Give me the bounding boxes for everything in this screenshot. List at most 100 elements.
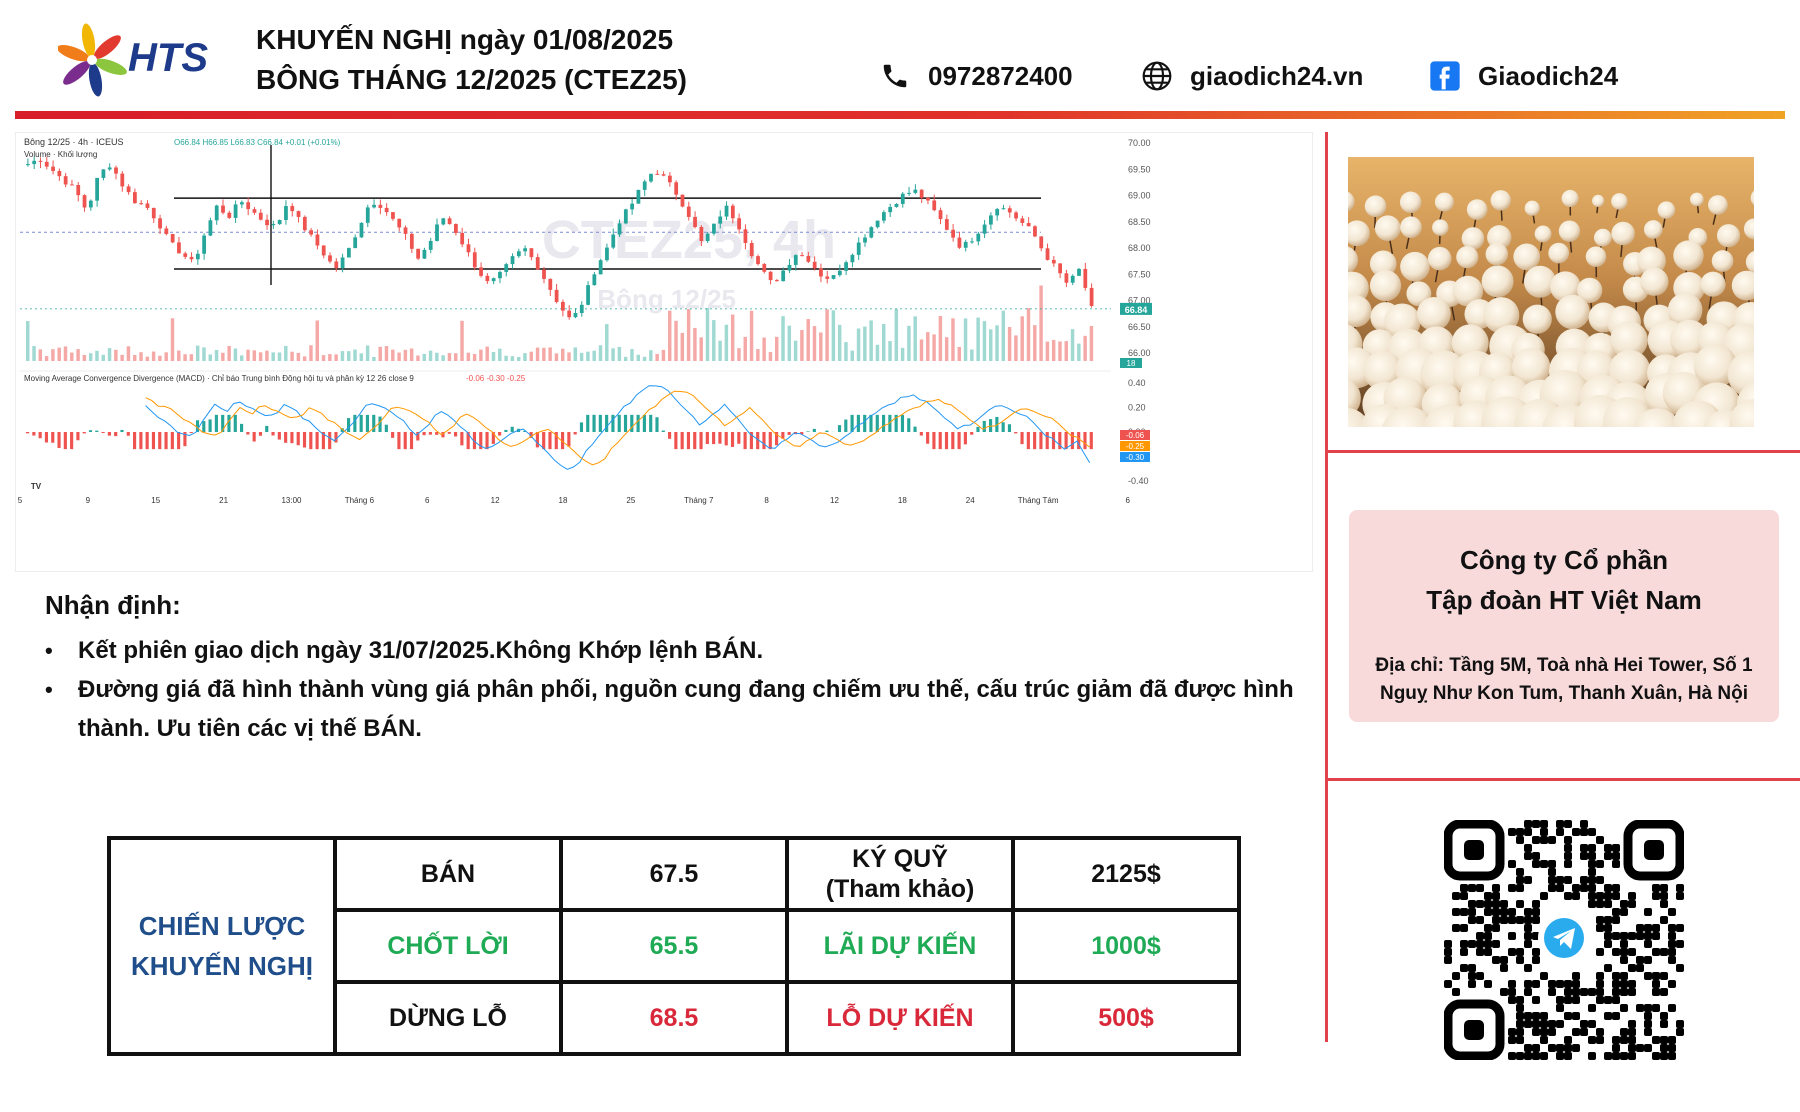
volume-bar <box>403 349 408 361</box>
qr-module <box>1612 908 1620 916</box>
volume-bar <box>693 327 697 361</box>
qr-module <box>1668 948 1676 956</box>
macd-histogram-bar <box>617 414 621 432</box>
qr-module <box>1604 844 1612 852</box>
volume-bar <box>271 352 275 361</box>
volume-bar <box>989 329 993 361</box>
volume-tag-label: 18 <box>1127 359 1136 368</box>
volume-bar <box>240 355 244 361</box>
margin-label: KÝ QUỸ (Tham khảo) <box>785 836 1015 912</box>
macd-histogram-bar <box>82 432 86 434</box>
qr-module <box>1604 996 1612 1004</box>
cotton-boll <box>1716 224 1741 248</box>
qr-module <box>1452 972 1460 980</box>
phone-contact[interactable]: 0972872400 <box>878 56 1073 96</box>
volume-bar <box>718 340 722 361</box>
volume-bar <box>246 349 250 361</box>
volume-bar <box>227 345 231 361</box>
qr-module <box>1572 884 1580 892</box>
qr-module <box>1644 932 1652 940</box>
website-link[interactable]: giaodich24.vn <box>1140 56 1363 96</box>
candle-body <box>227 212 232 218</box>
qr-module <box>1564 820 1572 828</box>
qr-module <box>1548 988 1556 996</box>
macd-histogram-bar <box>875 414 879 432</box>
volume-bar <box>913 316 917 361</box>
macd-value-tag <box>1120 441 1150 451</box>
candle-body <box>378 204 383 208</box>
volume-bar <box>428 350 433 361</box>
macd-histogram-bar <box>321 432 325 450</box>
macd-histogram-bar <box>869 414 873 432</box>
volume-bar <box>82 354 87 361</box>
cotton-boll <box>1452 275 1484 307</box>
volume-bar <box>919 339 924 361</box>
qr-module <box>1524 828 1532 836</box>
macd-histogram-bar <box>989 419 993 432</box>
cotton-boll <box>1485 242 1509 266</box>
qr-module <box>1532 956 1540 964</box>
qr-module <box>1644 940 1652 948</box>
chart-watermark-sub: Bông 12/25 <box>597 284 736 314</box>
qr-module <box>1564 892 1572 900</box>
macd-histogram-bar <box>296 432 300 446</box>
qr-module <box>1596 860 1604 868</box>
candle-body <box>347 248 351 258</box>
qr-module <box>1620 972 1628 980</box>
action-take-profit: CHỐT LỜI <box>333 908 563 984</box>
qr-module <box>1540 828 1548 836</box>
volume-bar <box>800 330 804 361</box>
qr-module <box>1612 852 1620 860</box>
qr-module <box>1604 940 1612 948</box>
price-chart[interactable]: CTEZ25, 4h Bông 12/25 70.00 69.50 69.00 68.5… <box>15 132 1313 572</box>
qr-module <box>1524 1020 1532 1028</box>
macd-y-tick: 0.20 <box>1128 403 1146 413</box>
macd-histogram-bar <box>844 419 848 432</box>
x-tick-label: 13:00 <box>281 496 302 505</box>
qr-module <box>1636 964 1644 972</box>
candle-body <box>523 248 528 252</box>
macd-value-tag <box>1120 430 1150 440</box>
qr-module <box>1652 1004 1660 1012</box>
macd-histogram-bar <box>756 432 760 450</box>
volume-bar <box>284 345 288 361</box>
volume-bar <box>498 348 502 361</box>
volume-bar <box>296 352 301 361</box>
candle-body <box>831 275 836 279</box>
macd-histogram-bar <box>233 414 237 432</box>
candle-body <box>422 249 427 259</box>
macd-histogram-bar <box>787 432 791 435</box>
candle-body <box>409 233 414 249</box>
candle-body <box>592 274 597 286</box>
candle-body <box>302 216 307 231</box>
qr-module <box>1468 940 1476 948</box>
qr-module <box>1636 932 1644 940</box>
candle-body <box>485 275 490 282</box>
bullet-dot: • <box>45 638 53 663</box>
telegram-qr-code[interactable] <box>1443 819 1685 1061</box>
qr-module <box>1668 1044 1676 1052</box>
candle-body <box>951 229 956 238</box>
candle-body <box>428 240 433 250</box>
qr-module <box>1524 980 1532 988</box>
candle-body <box>775 280 779 282</box>
volume-bar <box>76 349 80 361</box>
facebook-link[interactable]: Giaodich24 <box>1428 56 1618 96</box>
qr-module <box>1468 908 1476 916</box>
cotton-boll <box>1670 319 1710 359</box>
qr-module <box>1532 996 1540 1004</box>
candle-body <box>466 244 471 253</box>
qr-module <box>1580 876 1588 884</box>
candle-body <box>674 182 679 195</box>
candle-body <box>793 255 798 265</box>
qr-module <box>1492 900 1500 908</box>
candle-body <box>963 241 968 248</box>
qr-module <box>1652 924 1660 932</box>
cotton-boll <box>1534 225 1552 243</box>
qr-module <box>1628 980 1636 988</box>
candle-body <box>825 276 830 279</box>
macd-line <box>145 385 1091 470</box>
qr-module <box>1540 1052 1548 1060</box>
qr-module <box>1628 900 1636 908</box>
qr-module <box>1524 908 1532 916</box>
